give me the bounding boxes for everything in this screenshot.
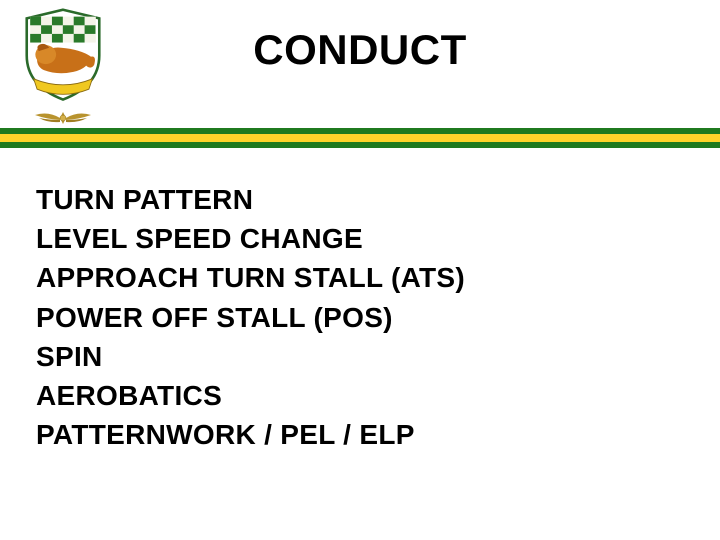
aviator-wings-icon <box>32 108 94 128</box>
slide-content: TURN PATTERN LEVEL SPEED CHANGE APPROACH… <box>36 180 684 454</box>
list-item: LEVEL SPEED CHANGE <box>36 219 684 258</box>
list-item: PATTERNWORK / PEL / ELP <box>36 415 684 454</box>
divider-yellow <box>0 134 720 142</box>
list-item: APPROACH TURN STALL (ATS) <box>36 258 684 297</box>
slide-title: CONDUCT <box>0 26 720 74</box>
header-divider <box>0 128 720 148</box>
list-item: SPIN <box>36 337 684 376</box>
list-item: POWER OFF STALL (POS) <box>36 298 684 337</box>
divider-green-bottom <box>0 142 720 148</box>
slide-header: CONDUCT <box>0 0 720 145</box>
list-item: AEROBATICS <box>36 376 684 415</box>
list-item: TURN PATTERN <box>36 180 684 219</box>
